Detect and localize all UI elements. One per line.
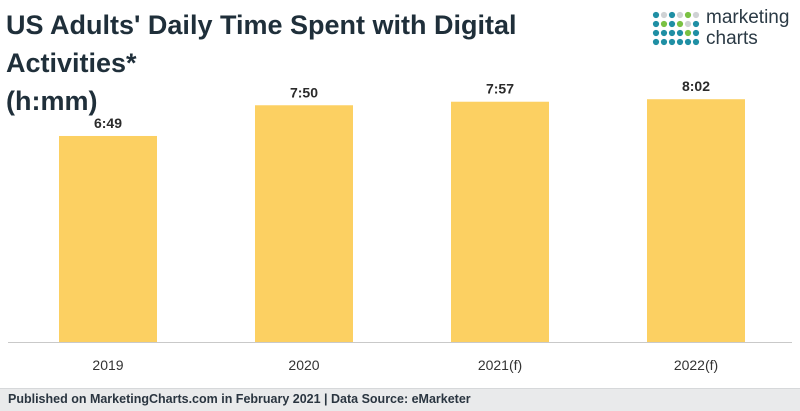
logo-dot <box>652 20 660 28</box>
logo-dot <box>668 38 676 46</box>
logo-dot <box>692 29 700 37</box>
bar-2019 <box>59 135 157 342</box>
logo-dot <box>684 20 692 28</box>
logo-dot <box>652 38 660 46</box>
chart-title-line1: US Adults' Daily Time Spent with Digital… <box>6 10 517 78</box>
data-label: 7:50 <box>290 84 318 100</box>
logo-dot <box>676 11 684 19</box>
data-label: 7:57 <box>486 81 514 97</box>
bar-2020 <box>255 105 353 342</box>
logo-text-line1: marketing <box>706 7 790 28</box>
bar-2022(f) <box>647 99 745 342</box>
chart-title: US Adults' Daily Time Spent with Digital… <box>6 6 636 120</box>
marketingcharts-logo: marketing charts <box>652 7 792 50</box>
x-tick-label: 2019 <box>92 357 123 373</box>
x-tick-label: 2022(f) <box>674 357 718 373</box>
logo-dot <box>684 38 692 46</box>
logo-dot <box>660 11 668 19</box>
logo-dot <box>668 29 676 37</box>
data-label: 8:02 <box>682 78 710 94</box>
footer-bar: Published on MarketingCharts.com in Febr… <box>0 388 800 411</box>
logo-dot <box>684 29 692 37</box>
dot-grid-icon <box>652 11 700 46</box>
logo-dot <box>692 11 700 19</box>
logo-dot <box>692 20 700 28</box>
logo-dot <box>660 20 668 28</box>
logo-wordmark: marketing charts <box>706 7 789 49</box>
logo-dot <box>676 38 684 46</box>
logo-dot <box>668 11 676 19</box>
x-tick-label: 2021(f) <box>478 357 522 373</box>
logo-dot <box>692 38 700 46</box>
logo-dot <box>660 29 668 37</box>
logo-dot <box>684 11 692 19</box>
bar-chart: 6:49 2019 7:50 2020 7:57 2021(f) 8:02 2022(f) <box>8 78 792 373</box>
logo-dot <box>668 20 676 28</box>
logo-dot <box>652 29 660 37</box>
footer-source-text: Published on MarketingCharts.com in Febr… <box>8 392 471 406</box>
logo-text-line2: charts <box>706 28 758 49</box>
data-label: 6:49 <box>94 115 122 131</box>
logo-dot <box>660 38 668 46</box>
logo-dot <box>676 29 684 37</box>
chart-title-line2: (h:mm) <box>6 86 98 116</box>
logo-dot <box>676 20 684 28</box>
logo-dot <box>652 11 660 19</box>
x-tick-label: 2020 <box>288 357 319 373</box>
bar-2021(f) <box>451 101 549 342</box>
